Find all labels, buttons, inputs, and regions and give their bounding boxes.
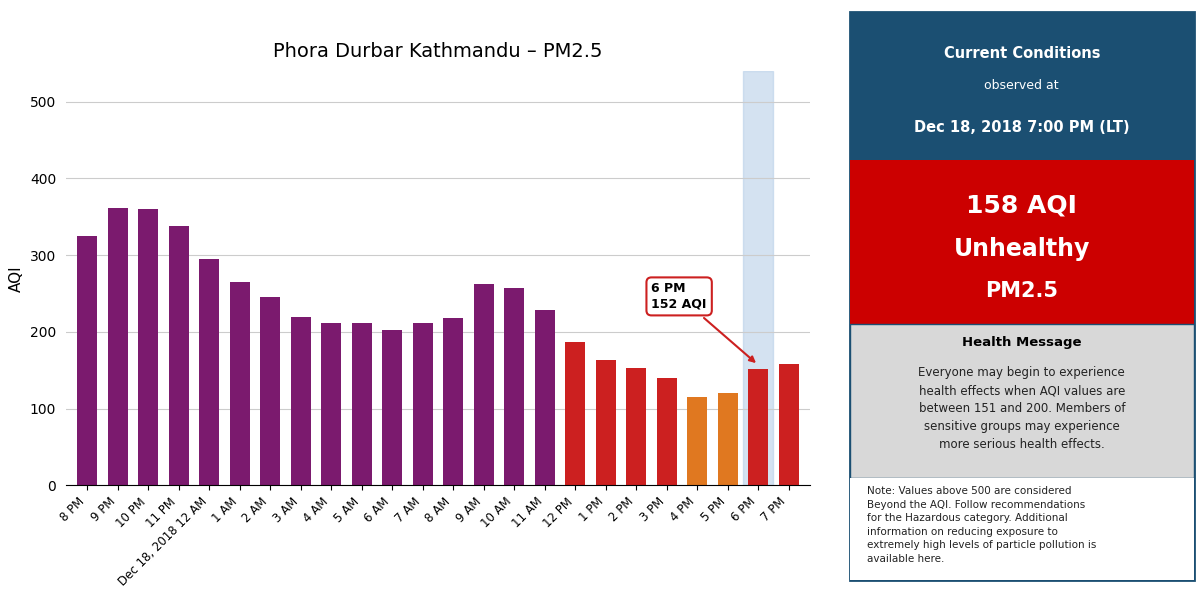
Text: observed at: observed at [984, 79, 1060, 92]
Bar [504, 288, 524, 485]
Bar [749, 369, 768, 485]
Bar [290, 317, 311, 485]
Bar [595, 361, 616, 485]
Bar [656, 378, 677, 485]
Text: Health Message: Health Message [962, 336, 1081, 349]
Bar [322, 323, 341, 485]
FancyBboxPatch shape [850, 324, 1194, 478]
Bar [443, 318, 463, 485]
Bar [352, 323, 372, 485]
Bar [626, 368, 646, 485]
Text: 6 PM
152 AQI: 6 PM 152 AQI [652, 282, 755, 362]
Bar [565, 342, 586, 485]
Bar [535, 310, 554, 485]
Bar [383, 330, 402, 485]
Text: Everyone may begin to experience
health effects when AQI values are
between 151 : Everyone may begin to experience health … [918, 366, 1126, 451]
Bar [108, 208, 127, 485]
Text: Current Conditions: Current Conditions [943, 46, 1100, 61]
Bar [688, 397, 707, 485]
Bar [78, 236, 97, 485]
Bar [260, 297, 281, 485]
Bar [779, 364, 798, 485]
Bar [169, 226, 188, 485]
Title: Phora Durbar Kathmandu – PM2.5: Phora Durbar Kathmandu – PM2.5 [274, 42, 602, 61]
Text: Unhealthy: Unhealthy [954, 237, 1090, 260]
Text: PM2.5: PM2.5 [985, 281, 1058, 301]
Text: Dec 18, 2018 7:00 PM (LT): Dec 18, 2018 7:00 PM (LT) [914, 120, 1129, 134]
Bar [230, 282, 250, 485]
Y-axis label: AQI: AQI [10, 265, 24, 291]
Text: 158 AQI: 158 AQI [966, 194, 1078, 218]
Bar [718, 393, 738, 485]
Bar [199, 259, 220, 485]
FancyBboxPatch shape [850, 478, 1194, 580]
FancyBboxPatch shape [850, 160, 1194, 324]
Bar [138, 209, 158, 485]
Bar [413, 323, 433, 485]
FancyBboxPatch shape [850, 12, 1194, 160]
Bar [474, 284, 493, 485]
Bar [743, 71, 774, 485]
Text: Note: Values above 500 are considered
Beyond the AQI. Follow recommendations
for: Note: Values above 500 are considered Be… [866, 486, 1096, 564]
